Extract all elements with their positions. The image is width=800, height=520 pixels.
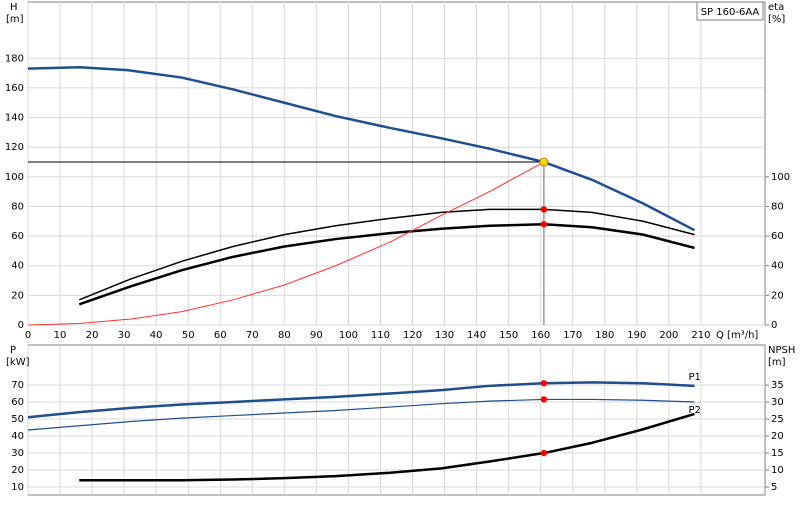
series-line bbox=[27, 161, 545, 326]
x-tick-label: 0 bbox=[25, 330, 31, 341]
operating-point bbox=[539, 157, 549, 167]
y-tick-label: 140 bbox=[5, 113, 24, 124]
title-box bbox=[696, 1, 764, 21]
y-tick-label: 60 bbox=[11, 231, 24, 242]
series-label: P2 bbox=[689, 405, 701, 416]
y-tick-label: 80 bbox=[11, 201, 24, 212]
y-tick-label: 30 bbox=[11, 448, 24, 459]
y-tick-label: 60 bbox=[11, 397, 24, 408]
operating-point bbox=[540, 221, 548, 228]
x-tick-label: 90 bbox=[310, 330, 323, 341]
y2-axis-unit: [%] bbox=[768, 14, 785, 25]
x-tick-label: 50 bbox=[182, 330, 195, 341]
x-tick-label: 140 bbox=[467, 330, 486, 341]
y-tick-label: 40 bbox=[11, 431, 24, 442]
y2-axis-label: eta bbox=[768, 2, 784, 13]
x-tick-label: 70 bbox=[246, 330, 259, 341]
y2-axis-label: NPSH bbox=[768, 345, 795, 356]
y2-tick-label: 60 bbox=[771, 231, 784, 242]
x-tick-label: 190 bbox=[627, 330, 646, 341]
y-axis-unit: [kW] bbox=[6, 357, 30, 368]
x-tick-label: 200 bbox=[659, 330, 678, 341]
operating-point bbox=[540, 449, 548, 457]
y-tick-label: 120 bbox=[5, 142, 24, 153]
x-tick-label: 170 bbox=[563, 330, 582, 341]
series-label: P1 bbox=[689, 372, 701, 383]
x-tick-label: 80 bbox=[278, 330, 291, 341]
y-tick-label: 70 bbox=[11, 380, 24, 391]
y2-axis-unit: [m] bbox=[768, 357, 786, 368]
y2-tick-label: 20 bbox=[771, 431, 784, 442]
x-tick-label: 120 bbox=[403, 330, 422, 341]
operating-point bbox=[540, 380, 548, 387]
y2-tick-label: 5 bbox=[771, 482, 777, 493]
operating-point bbox=[540, 396, 548, 403]
series-line bbox=[78, 208, 695, 301]
x-tick-label: 20 bbox=[86, 330, 99, 341]
x-tick-label: 60 bbox=[214, 330, 227, 341]
y2-tick-label: 15 bbox=[771, 448, 784, 459]
operating-point bbox=[540, 206, 548, 213]
y2-tick-label: 20 bbox=[771, 290, 784, 301]
x-axis-label: Q [m³/h] bbox=[716, 330, 758, 341]
y-tick-label: 10 bbox=[11, 482, 24, 493]
y-axis-label: P bbox=[10, 345, 16, 356]
x-tick-label: 10 bbox=[54, 330, 67, 341]
x-tick-label: 180 bbox=[595, 330, 614, 341]
y-tick-label: 160 bbox=[5, 83, 24, 94]
x-tick-label: 160 bbox=[531, 330, 550, 341]
x-tick-label: 110 bbox=[371, 330, 390, 341]
y2-tick-label: 100 bbox=[771, 172, 790, 183]
y2-tick-label: 40 bbox=[771, 261, 784, 272]
y-axis-unit: [m] bbox=[6, 14, 24, 25]
x-tick-label: 100 bbox=[339, 330, 358, 341]
y2-tick-label: 0 bbox=[771, 320, 777, 331]
y-tick-label: 50 bbox=[11, 414, 24, 425]
y2-tick-label: 80 bbox=[771, 201, 784, 212]
chart-title: SP 160-6AA bbox=[701, 7, 760, 18]
x-tick-label: 30 bbox=[118, 330, 131, 341]
y-tick-label: 180 bbox=[5, 53, 24, 64]
series-line bbox=[78, 222, 695, 306]
y-tick-label: 20 bbox=[11, 465, 24, 476]
x-tick-label: 150 bbox=[499, 330, 518, 341]
x-tick-label: 40 bbox=[150, 330, 163, 341]
y-tick-label: 20 bbox=[11, 290, 24, 301]
y-axis-label: H bbox=[10, 2, 18, 13]
series-line bbox=[27, 398, 695, 431]
series-line bbox=[79, 412, 695, 482]
y2-tick-label: 35 bbox=[771, 380, 784, 391]
y2-tick-label: 25 bbox=[771, 414, 784, 425]
y-tick-label: 0 bbox=[18, 320, 24, 331]
y2-tick-label: 10 bbox=[771, 465, 784, 476]
x-tick-label: 130 bbox=[435, 330, 454, 341]
x-tick-label: 210 bbox=[691, 330, 710, 341]
y-tick-label: 40 bbox=[11, 261, 24, 272]
series-line bbox=[27, 381, 695, 419]
y-tick-label: 100 bbox=[5, 172, 24, 183]
y2-tick-label: 30 bbox=[771, 397, 784, 408]
series-line bbox=[27, 65, 696, 232]
